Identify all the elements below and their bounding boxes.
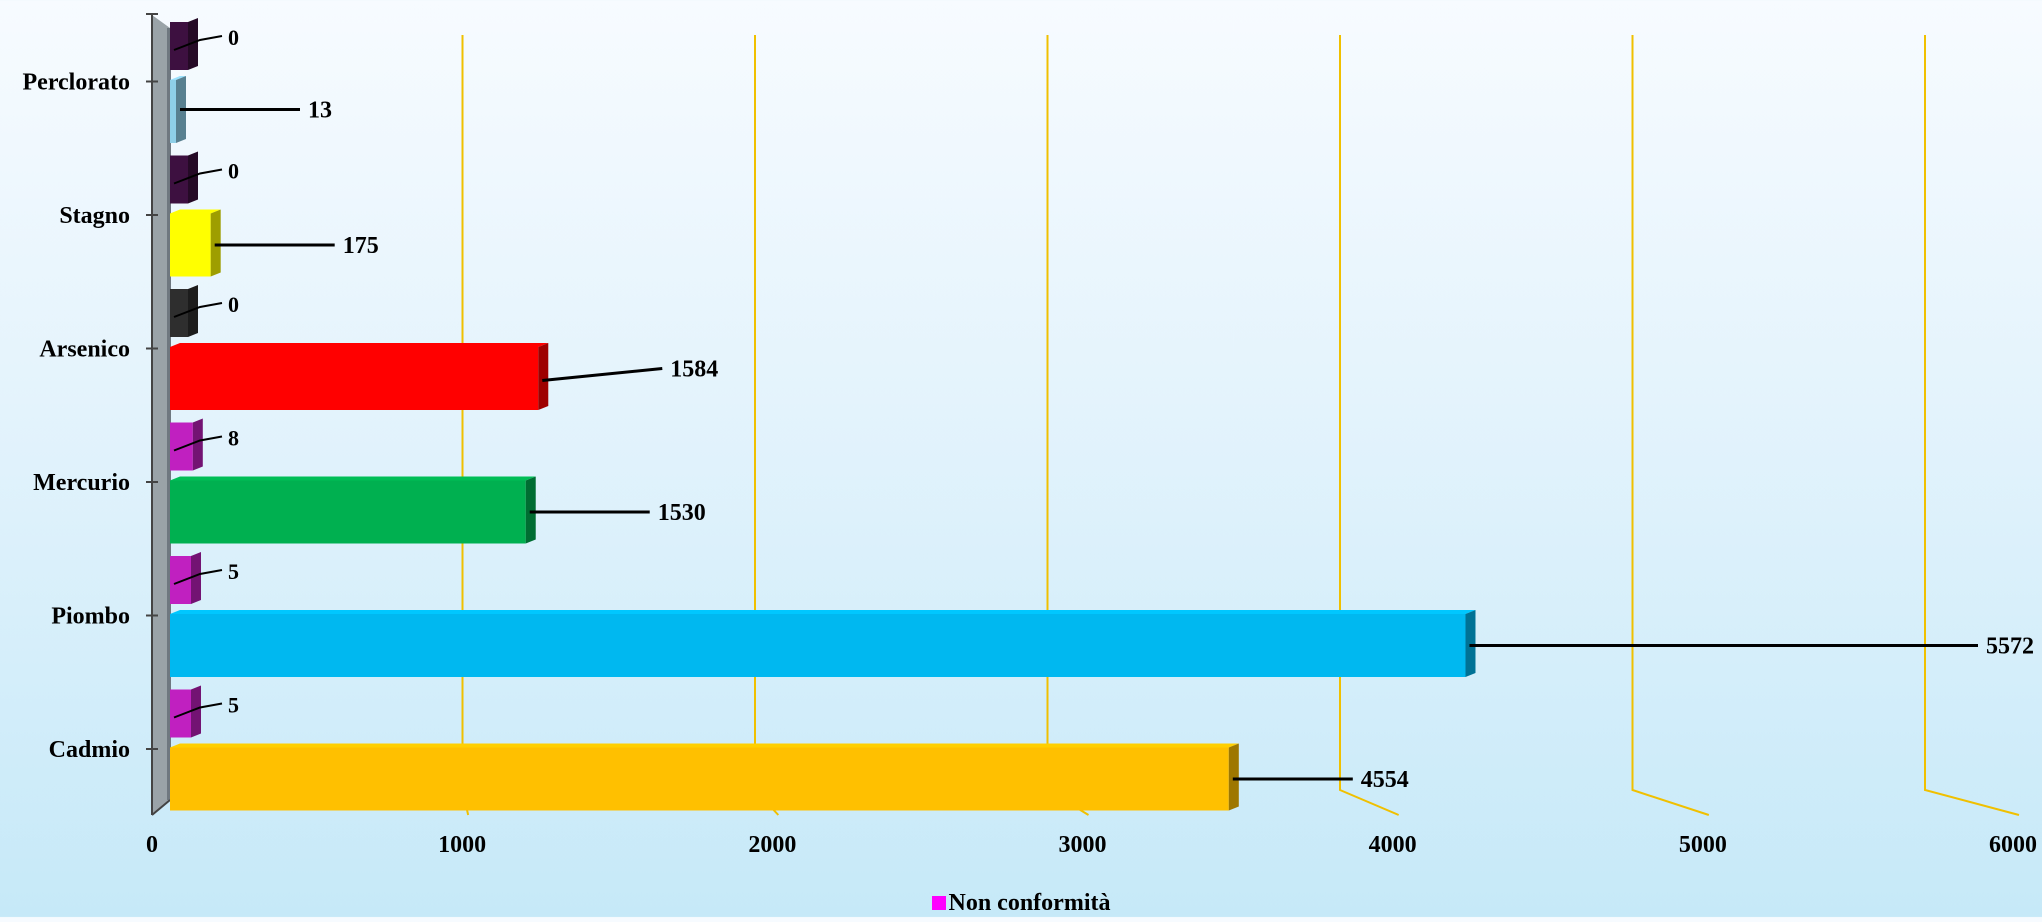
category-label: Stagno: [59, 203, 130, 229]
data-bar-top: [170, 610, 1476, 614]
nc-bar: [170, 689, 191, 738]
nc-data-label: 8: [228, 426, 239, 451]
leader-line: [542, 367, 663, 382]
data-bar: [170, 347, 539, 410]
nc-bar-side: [188, 18, 198, 70]
data-bar: [170, 80, 176, 143]
nc-leader-line: [173, 702, 223, 719]
nc-bar: [170, 155, 188, 204]
data-bar-side: [1228, 743, 1239, 811]
legend-swatch: [931, 896, 946, 910]
nc-data-label: 0: [228, 25, 239, 50]
nc-bar-side: [188, 151, 198, 204]
category-label: Piombo: [51, 604, 130, 630]
axis-wall-edge: [167, 28, 171, 800]
nc-bar: [170, 422, 193, 471]
data-bar: [170, 480, 526, 544]
data-bar-top: [170, 209, 221, 214]
nc-data-label: 5: [228, 693, 239, 718]
gridline: [1046, 35, 1090, 816]
gridline: [1631, 35, 1710, 816]
nc-leader-line: [173, 569, 223, 585]
data-bar: [170, 614, 1466, 677]
x-tick-label: 3000: [1059, 832, 1107, 858]
nc-leader-line: [173, 435, 223, 452]
data-bar-top: [170, 76, 186, 80]
data-bar-side: [538, 343, 549, 410]
x-tick-label: 0: [146, 832, 158, 858]
nc-bar: [170, 289, 188, 337]
gridline: [461, 35, 470, 816]
category-label: Mercurio: [33, 470, 130, 496]
data-label: 5572: [1986, 634, 2034, 660]
category-label: Cadmio: [49, 737, 130, 763]
x-tick-label: 4000: [1369, 832, 1417, 858]
data-label: 175: [343, 233, 379, 259]
data-bar-top: [170, 743, 1239, 748]
category-label: Arsenico: [39, 337, 130, 363]
nc-bar-side: [188, 285, 198, 337]
data-label: 1530: [658, 500, 706, 526]
gridline: [754, 35, 780, 816]
nc-data-label: 0: [228, 159, 239, 184]
data-bar-side: [210, 209, 221, 277]
nc-bar-side: [192, 418, 203, 471]
data-label: 1584: [670, 357, 718, 383]
data-bar-side: [525, 476, 536, 544]
x-tick-label: 6000: [1989, 832, 2037, 858]
nc-bar-side: [191, 685, 201, 738]
x-tick-label: 1000: [438, 832, 486, 858]
nc-leader-line: [173, 302, 223, 318]
data-bar: [170, 213, 211, 277]
gridline: [1924, 35, 2020, 816]
data-label: 4554: [1361, 767, 1409, 793]
data-bar-top: [170, 343, 549, 347]
data-bar-top: [170, 476, 536, 481]
nc-leader-line: [173, 168, 223, 185]
data-bar: [170, 747, 1229, 811]
chart-legend: Non conformità: [0, 890, 2042, 917]
category-label: Perclorato: [23, 70, 131, 96]
legend-label: Non conformità: [948, 890, 1111, 916]
nc-bar-side: [191, 552, 201, 604]
x-tick-label: 2000: [748, 832, 796, 858]
data-bar-side: [1465, 610, 1476, 677]
nc-bar: [170, 556, 191, 604]
nc-data-label: 5: [228, 559, 239, 584]
x-tick-label: 5000: [1679, 832, 1727, 858]
gridline: [1339, 35, 1400, 816]
axis-corner: [151, 799, 171, 816]
nc-data-label: 0: [228, 292, 239, 317]
nc-leader-line: [173, 35, 223, 51]
data-label: 13: [308, 98, 332, 124]
nc-bar: [170, 22, 188, 70]
